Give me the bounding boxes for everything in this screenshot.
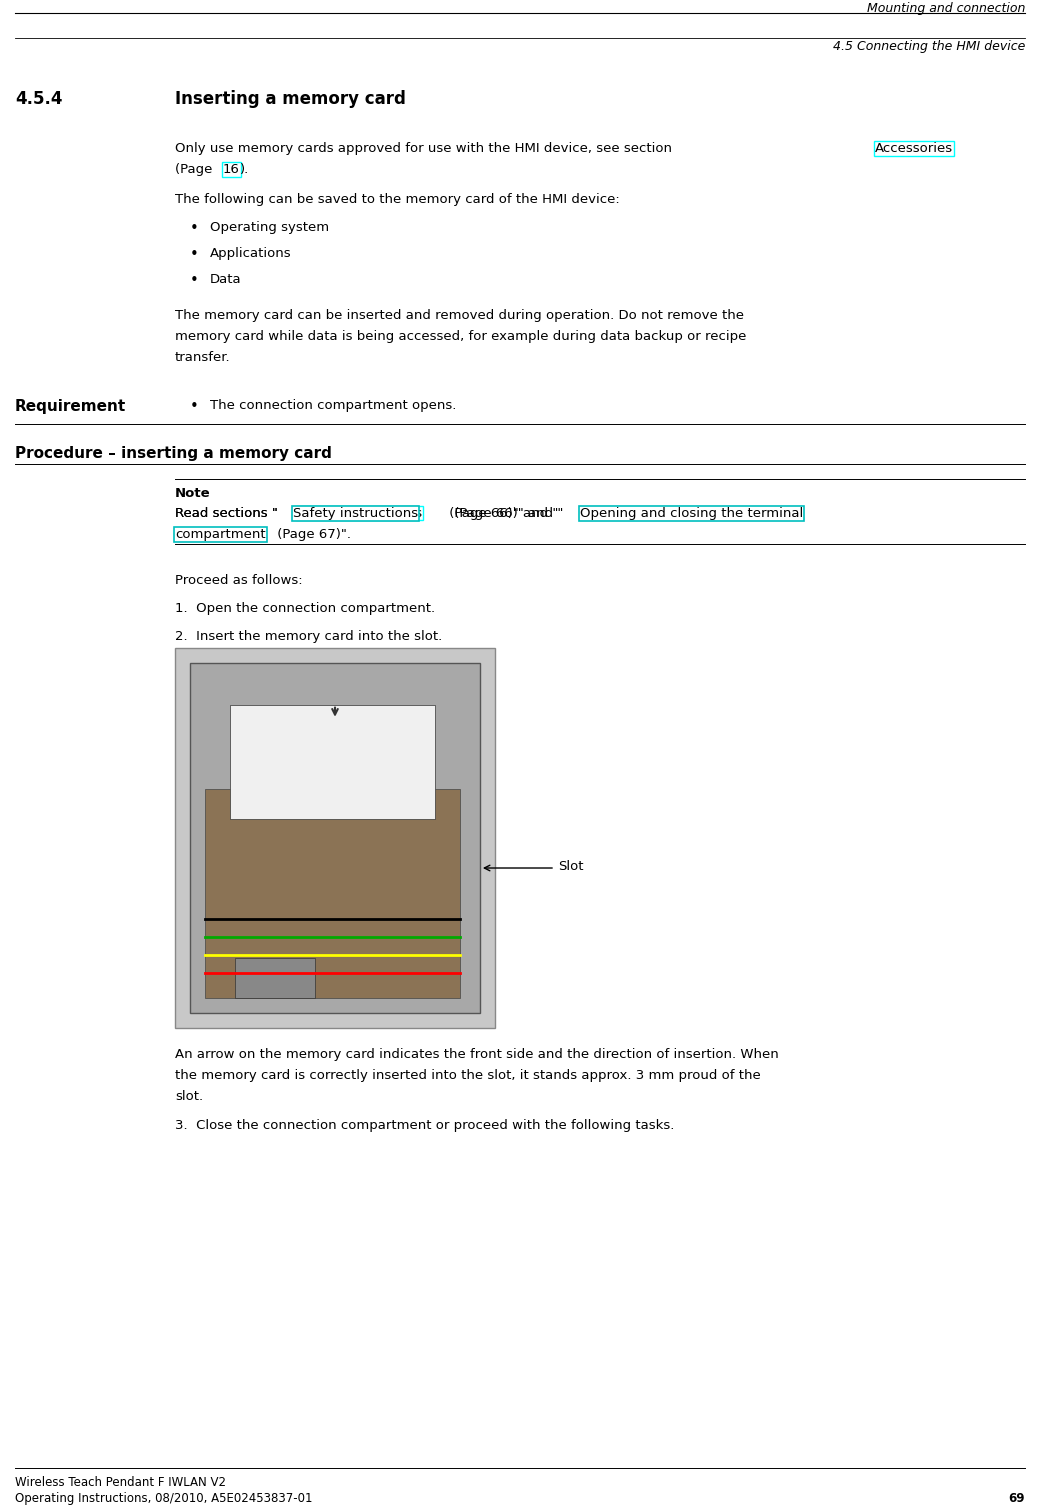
Text: Procedure – inserting a memory card: Procedure – inserting a memory card xyxy=(15,445,332,460)
Text: Read sections ": Read sections " xyxy=(175,507,278,519)
Text: The memory card can be inserted and removed during operation. Do not remove the: The memory card can be inserted and remo… xyxy=(175,309,744,321)
Text: Wireless Teach Pendant F IWLAN V2: Wireless Teach Pendant F IWLAN V2 xyxy=(15,1476,226,1489)
Text: (Page 67)".: (Page 67)". xyxy=(272,528,350,540)
Text: memory card while data is being accessed, for example during data backup or reci: memory card while data is being accessed… xyxy=(175,330,747,343)
Bar xyxy=(175,647,495,1028)
Text: Opening and closing the terminal: Opening and closing the terminal xyxy=(580,507,803,519)
Text: slot.: slot. xyxy=(175,1089,203,1103)
Text: An arrow on the memory card indicates the front side and the direction of insert: An arrow on the memory card indicates th… xyxy=(175,1047,779,1061)
Text: transfer.: transfer. xyxy=(175,350,231,364)
Text: Inserting a memory card: Inserting a memory card xyxy=(175,91,406,109)
Text: Operating system: Operating system xyxy=(210,220,329,234)
Text: 16: 16 xyxy=(223,163,240,177)
Text: •: • xyxy=(190,220,199,235)
Text: (Page: (Page xyxy=(175,163,216,177)
Text: compartment: compartment xyxy=(175,528,265,540)
Text: Accessories: Accessories xyxy=(875,142,953,155)
Text: 4.5 Connecting the HMI device: 4.5 Connecting the HMI device xyxy=(833,39,1025,53)
Text: •: • xyxy=(190,273,199,288)
Text: Requirement: Requirement xyxy=(15,398,126,413)
Text: Operating Instructions, 08/2010, A5E02453837-01: Operating Instructions, 08/2010, A5E0245… xyxy=(15,1492,312,1506)
Bar xyxy=(230,705,435,818)
Text: "Opening and closing the terminal: "Opening and closing the terminal xyxy=(175,528,405,540)
Text: Note: Note xyxy=(175,487,211,499)
Text: the memory card is correctly inserted into the slot, it stands approx. 3 mm prou: the memory card is correctly inserted in… xyxy=(175,1068,760,1082)
Text: (Page 66)" and ": (Page 66)" and " xyxy=(445,507,558,519)
Bar xyxy=(235,958,315,997)
Text: Proceed as follows:: Proceed as follows: xyxy=(175,573,303,587)
Bar xyxy=(190,662,480,1013)
Text: The following can be saved to the memory card of the HMI device:: The following can be saved to the memory… xyxy=(175,193,620,205)
Text: Mounting and connection: Mounting and connection xyxy=(866,2,1025,15)
Text: Safety instructions: Safety instructions xyxy=(293,507,418,519)
Text: 1.  Open the connection compartment.: 1. Open the connection compartment. xyxy=(175,602,435,614)
Text: Slot: Slot xyxy=(558,860,583,872)
Bar xyxy=(205,789,460,997)
Text: Read sections ": Read sections " xyxy=(175,507,278,519)
Text: 69: 69 xyxy=(1009,1492,1025,1506)
Text: The connection compartment opens.: The connection compartment opens. xyxy=(210,398,457,412)
Text: 2.  Insert the memory card into the slot.: 2. Insert the memory card into the slot. xyxy=(175,629,442,643)
Text: ).: ). xyxy=(240,163,250,177)
Text: •: • xyxy=(190,247,199,263)
Text: (Page 66)" and ": (Page 66)" and " xyxy=(450,507,564,519)
Text: Applications: Applications xyxy=(210,247,291,260)
Text: Data: Data xyxy=(210,273,241,285)
Text: 4.5.4: 4.5.4 xyxy=(15,91,62,109)
Text: Only use memory cards approved for use with the HMI device, see section: Only use memory cards approved for use w… xyxy=(175,142,676,155)
Text: •: • xyxy=(190,398,199,413)
Text: 3.  Close the connection compartment or proceed with the following tasks.: 3. Close the connection compartment or p… xyxy=(175,1120,674,1132)
Text: Safety instructions: Safety instructions xyxy=(297,507,422,519)
